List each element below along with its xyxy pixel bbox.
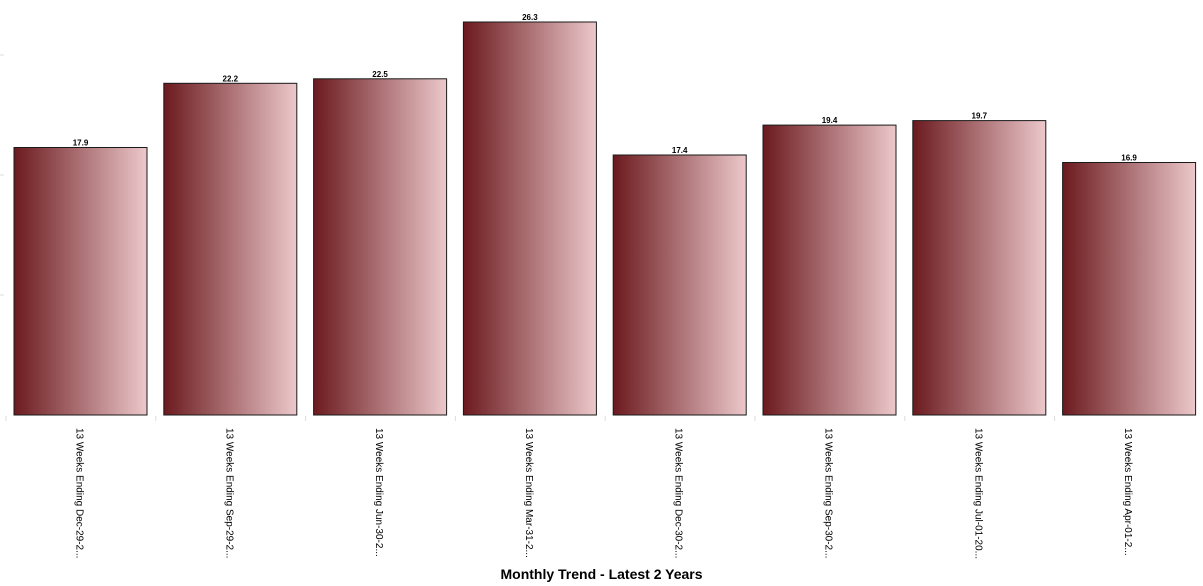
bar bbox=[912, 120, 1047, 416]
data-label: 19.7 bbox=[972, 112, 988, 121]
bar bbox=[1062, 162, 1197, 416]
bar bbox=[762, 124, 897, 416]
bar bbox=[13, 147, 148, 416]
bar bbox=[163, 82, 298, 416]
x-tick-label: 13 Weeks Ending Jul-01-20... bbox=[972, 428, 983, 559]
data-label: 26.3 bbox=[522, 13, 538, 22]
data-label: 17.4 bbox=[672, 146, 688, 155]
data-label: 22.2 bbox=[223, 74, 239, 83]
x-tick-label: 13 Weeks Ending Jun-30-2... bbox=[373, 428, 384, 557]
bar bbox=[313, 78, 448, 416]
data-label: 16.9 bbox=[1121, 154, 1137, 163]
chart-title: Monthly Trend - Latest 2 Years bbox=[500, 566, 703, 582]
bars bbox=[13, 21, 1197, 416]
bar-chart: 17.9 22.2 22.5 26.3 17.4 19.4 19.7 16.9 13 Week… bbox=[0, 13, 1197, 559]
bar bbox=[612, 154, 747, 416]
x-tick-label: 13 Weeks Ending Sep-30-2... bbox=[823, 428, 834, 558]
y-axis-ticks bbox=[0, 54, 4, 296]
x-tick-label: 13 Weeks Ending Apr-01-2... bbox=[1122, 428, 1133, 556]
x-tick-label: 13 Weeks Ending Sep-29-2... bbox=[223, 428, 234, 558]
x-tick-labels: 13 Weeks Ending Dec-29-2... 13 Weeks Endi… bbox=[5, 416, 1133, 559]
x-tick-label: 13 Weeks Ending Mar-31-2... bbox=[523, 428, 534, 558]
bar bbox=[462, 21, 597, 416]
data-labels: 17.9 22.2 22.5 26.3 17.4 19.4 19.7 16.9 bbox=[73, 13, 1138, 163]
x-tick-label: 13 Weeks Ending Dec-30-2... bbox=[673, 428, 684, 558]
data-label: 22.5 bbox=[372, 70, 388, 79]
data-label: 17.9 bbox=[73, 139, 89, 148]
x-tick-label: 13 Weeks Ending Dec-29-2... bbox=[74, 428, 85, 558]
data-label: 19.4 bbox=[822, 116, 838, 125]
